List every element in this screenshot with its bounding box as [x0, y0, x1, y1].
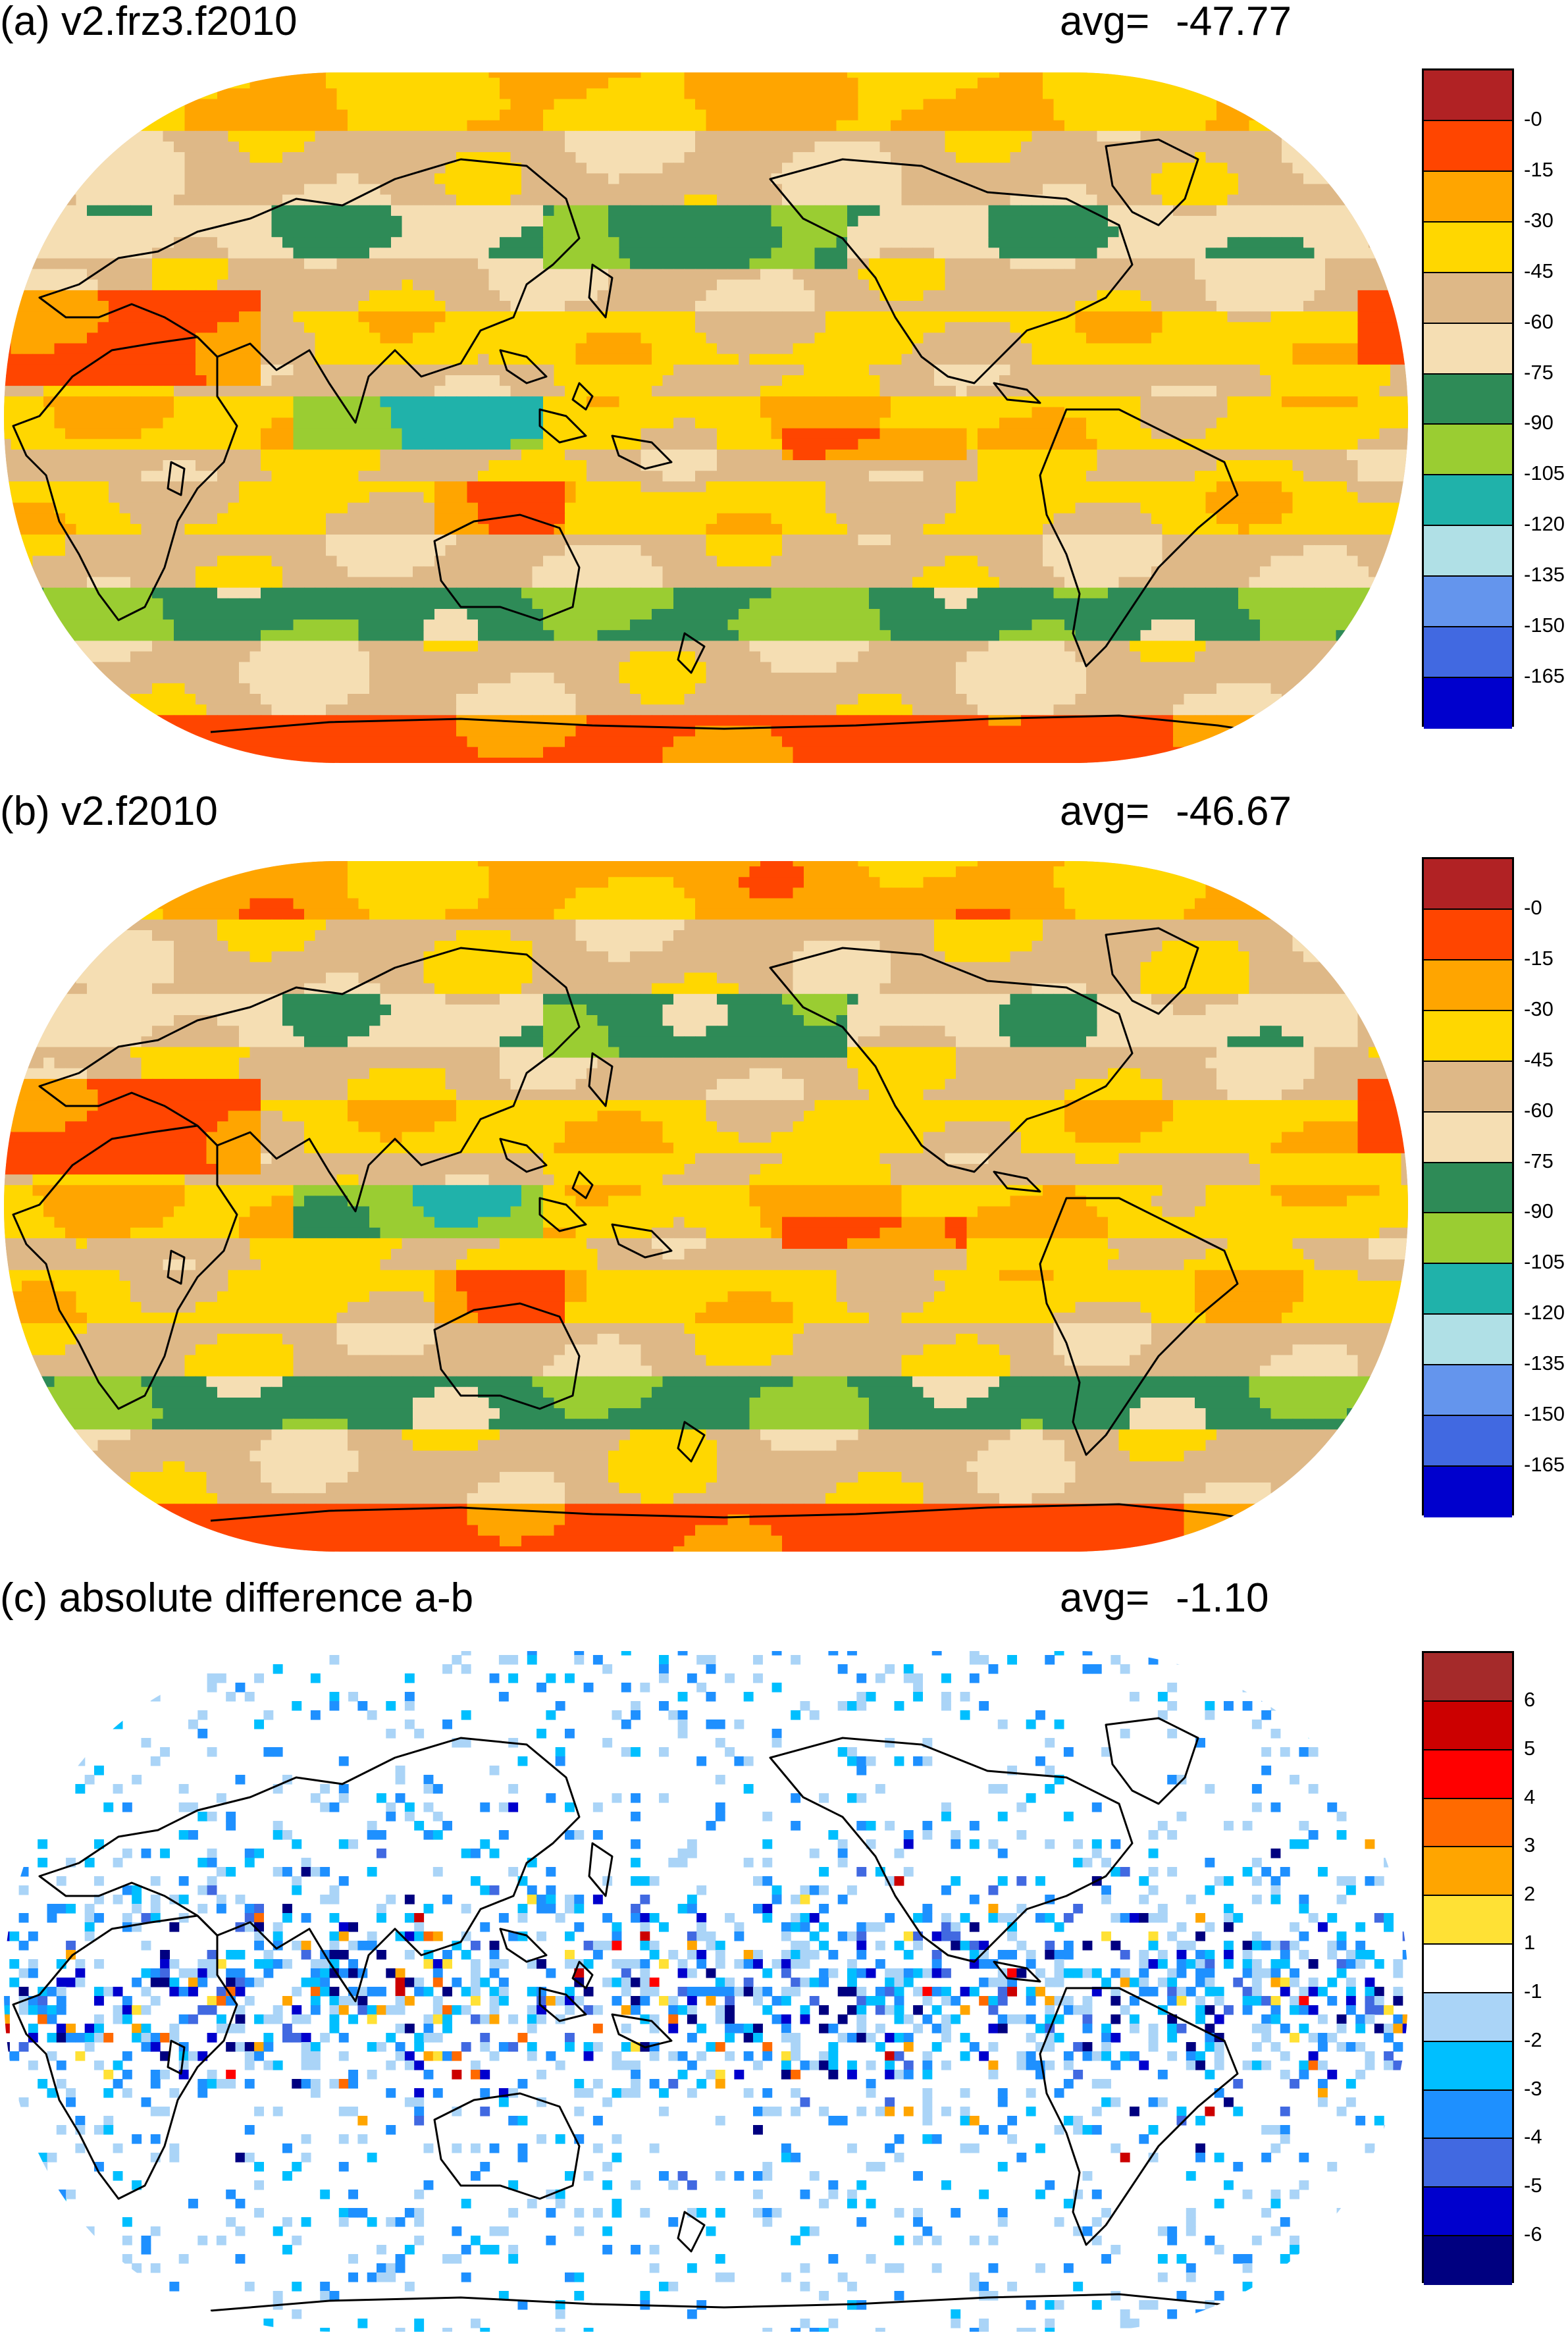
colorbar-swatch — [1424, 70, 1512, 121]
colorbar-swatch — [1424, 2042, 1512, 2091]
colorbar-tick-label: -30 — [1524, 999, 1554, 1020]
colorbar-swatch — [1424, 324, 1512, 375]
colorbar-tick-label: -105 — [1524, 463, 1565, 484]
colorbar-swatch — [1424, 2091, 1512, 2140]
panel-a-avg-label: avg= — [1060, 0, 1149, 44]
colorbar-swatch — [1424, 577, 1512, 627]
colorbar-swatch — [1424, 1799, 1512, 1848]
colorbar-tick-label: -75 — [1524, 362, 1554, 383]
colorbar-swatch — [1424, 223, 1512, 273]
colorbar-tick-label: -45 — [1524, 1049, 1554, 1070]
colorbar-swatch — [1424, 273, 1512, 324]
colorbar-swatch — [1424, 859, 1512, 910]
colorbar-swatch — [1424, 627, 1512, 678]
colorbar-tick-label: 1 — [1524, 1932, 1535, 1953]
colorbar-tick-label: -1 — [1524, 1981, 1542, 2002]
colorbar-swatch — [1424, 425, 1512, 475]
panel-b-avg-label: avg= — [1060, 789, 1149, 834]
colorbar-tick-label: -90 — [1524, 1201, 1554, 1222]
panel-a-title: (a) v2.frz3.f2010 — [0, 0, 297, 45]
colorbar-swatch — [1424, 1011, 1512, 1062]
colorbar-swatch — [1424, 678, 1512, 729]
panel-b: (b) v2.f2010 avg= -46.67 -0 -15 -30 -45 -60 -7… — [0, 790, 1568, 1554]
colorbar-tick-label: 5 — [1524, 1738, 1535, 1759]
colorbar-tick-label: -135 — [1524, 564, 1565, 585]
colorbar-swatch — [1424, 2188, 1512, 2236]
colorbar-tick-label: 3 — [1524, 1835, 1535, 1856]
colorbar-swatch — [1424, 172, 1512, 223]
panel-a: (a) v2.frz3.f2010 avg= -47.77 -0 -15 -30 -45… — [0, 0, 1568, 777]
panel-c-avg-label: avg= — [1060, 1575, 1149, 1621]
colorbar-swatch — [1424, 1750, 1512, 1799]
colorbar-tick-label: -165 — [1524, 666, 1565, 687]
colorbar-swatch — [1424, 910, 1512, 960]
colorbar-swatch — [1424, 375, 1512, 425]
colorbar-swatch — [1424, 960, 1512, 1011]
colorbar-swatch — [1424, 2236, 1512, 2285]
panel-c-title: (c) absolute difference a-b — [0, 1575, 473, 1621]
colorbar-swatch — [1424, 121, 1512, 172]
colorbar-swatch — [1424, 1416, 1512, 1467]
colorbar-tick-label: -6 — [1524, 2224, 1542, 2245]
colorbar-tick-label: -0 — [1524, 109, 1542, 130]
colorbar-swatch — [1424, 1264, 1512, 1315]
colorbar-swatch — [1424, 1847, 1512, 1896]
colorbar-swatch — [1424, 1467, 1512, 1517]
colorbar-tick-label: -75 — [1524, 1151, 1554, 1172]
colorbar-swatch — [1424, 1896, 1512, 1945]
colorbar-tick-label: -60 — [1524, 1100, 1554, 1121]
colorbar-tick-label: -45 — [1524, 261, 1554, 282]
panel-c: (c) absolute difference a-b avg= -1.10 6 5… — [0, 1577, 1568, 2202]
colorbar-swatch — [1424, 1113, 1512, 1163]
colorbar-swatch — [1424, 1163, 1512, 1214]
panel-b-avg-value: -46.67 — [1176, 789, 1292, 834]
panel-c-average: avg= -1.10 — [1060, 1575, 1269, 1621]
panel-a-avg-value: -47.77 — [1176, 0, 1292, 44]
panel-a-map — [0, 67, 1412, 768]
colorbar-tick-label: -3 — [1524, 2078, 1542, 2099]
panel-a-average: avg= -47.77 — [1060, 0, 1292, 45]
panel-b-average: avg= -46.67 — [1060, 789, 1292, 835]
colorbar-swatch — [1424, 1653, 1512, 1702]
panel-c-map — [0, 1646, 1412, 2337]
panel-c-avg-value: -1.10 — [1176, 1575, 1268, 1621]
colorbar-tick-label: -30 — [1524, 210, 1554, 231]
colorbar-tick-label: -165 — [1524, 1454, 1565, 1475]
colorbar-swatch — [1424, 475, 1512, 526]
colorbar-tick-label: -4 — [1524, 2126, 1542, 2147]
colorbar-tick-label: -120 — [1524, 513, 1565, 535]
panel-b-title: (b) v2.f2010 — [0, 789, 218, 835]
colorbar-tick-label: -15 — [1524, 948, 1554, 969]
colorbar-swatch — [1424, 1213, 1512, 1264]
colorbar-swatch — [1424, 1993, 1512, 2042]
colorbar-tick-label: 6 — [1524, 1689, 1535, 1710]
colorbar-tick-label: -105 — [1524, 1251, 1565, 1273]
colorbar-swatch — [1424, 2139, 1512, 2188]
colorbar-swatch — [1424, 1062, 1512, 1113]
colorbar-tick-label: -120 — [1524, 1302, 1565, 1323]
colorbar-swatch — [1424, 1702, 1512, 1750]
colorbar-tick-label: -150 — [1524, 615, 1565, 636]
colorbar-swatch — [1424, 1365, 1512, 1416]
colorbar-tick-label: -150 — [1524, 1404, 1565, 1425]
colorbar-tick-label: -135 — [1524, 1353, 1565, 1374]
colorbar-tick-label: -5 — [1524, 2175, 1542, 2196]
colorbar-tick-label: -15 — [1524, 159, 1554, 180]
colorbar-tick-label: -0 — [1524, 897, 1542, 918]
colorbar-tick-label: -2 — [1524, 2030, 1542, 2051]
colorbar-swatch — [1424, 1315, 1512, 1365]
colorbar-tick-label: -60 — [1524, 311, 1554, 332]
colorbar-tick-label: 4 — [1524, 1787, 1535, 1808]
colorbar-tick-label: 2 — [1524, 1883, 1535, 1904]
panel-b-map — [0, 856, 1412, 1557]
colorbar-swatch — [1424, 1945, 1512, 1993]
colorbar-swatch — [1424, 526, 1512, 577]
colorbar-tick-label: -90 — [1524, 412, 1554, 433]
